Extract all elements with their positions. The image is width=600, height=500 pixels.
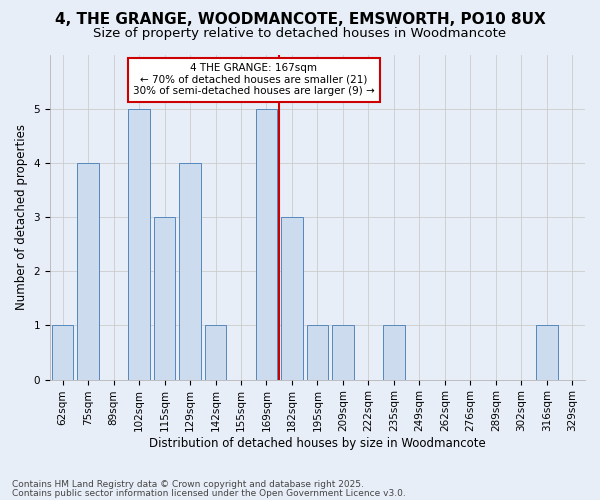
Text: Size of property relative to detached houses in Woodmancote: Size of property relative to detached ho… [94, 28, 506, 40]
Bar [332, 326, 354, 380]
Bar [77, 163, 99, 380]
Bar [536, 326, 557, 380]
Bar [383, 326, 405, 380]
Bar [52, 326, 73, 380]
Text: Contains HM Land Registry data © Crown copyright and database right 2025.: Contains HM Land Registry data © Crown c… [12, 480, 364, 489]
Text: 4, THE GRANGE, WOODMANCOTE, EMSWORTH, PO10 8UX: 4, THE GRANGE, WOODMANCOTE, EMSWORTH, PO… [55, 12, 545, 28]
Bar [154, 218, 175, 380]
Bar [256, 109, 277, 380]
Text: Contains public sector information licensed under the Open Government Licence v3: Contains public sector information licen… [12, 489, 406, 498]
Y-axis label: Number of detached properties: Number of detached properties [15, 124, 28, 310]
Bar [281, 218, 303, 380]
Text: 4 THE GRANGE: 167sqm
← 70% of detached houses are smaller (21)
30% of semi-detac: 4 THE GRANGE: 167sqm ← 70% of detached h… [133, 63, 374, 96]
Bar [205, 326, 226, 380]
Bar [179, 163, 201, 380]
Bar [128, 109, 150, 380]
X-axis label: Distribution of detached houses by size in Woodmancote: Distribution of detached houses by size … [149, 437, 486, 450]
Bar [307, 326, 328, 380]
